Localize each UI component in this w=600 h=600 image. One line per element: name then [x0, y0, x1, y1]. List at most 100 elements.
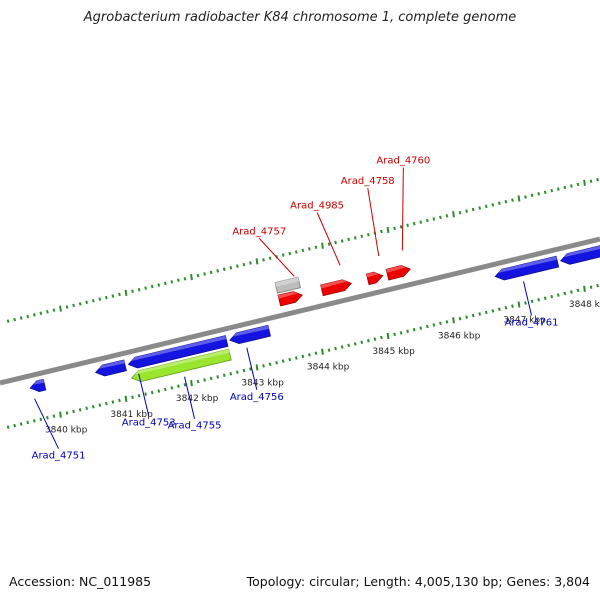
gene-arad-4756[interactable]	[229, 324, 271, 345]
minor-tick	[229, 371, 233, 376]
minor-tick	[85, 406, 89, 411]
minor-tick	[412, 327, 416, 332]
gene-label-text: Arad_4751	[32, 451, 86, 462]
minor-tick	[163, 387, 167, 392]
minor-tick	[491, 203, 495, 207]
major-tick	[321, 242, 324, 249]
leader-line	[138, 373, 150, 416]
minor-tick	[511, 198, 514, 202]
major-tick	[190, 274, 193, 281]
minor-tick	[131, 395, 134, 400]
minor-tick	[393, 226, 396, 231]
minor-tick	[118, 398, 121, 403]
minor-tick	[458, 316, 462, 321]
minor-tick	[144, 392, 148, 396]
scale-label-3842: 3842 kbp	[176, 394, 219, 404]
minor-tick	[229, 265, 233, 270]
minor-tick	[478, 206, 482, 210]
minor-tick	[556, 187, 560, 191]
minor-tick	[399, 225, 403, 229]
label-arad-4761[interactable]: Arad_4761	[505, 281, 559, 328]
minor-tick	[347, 343, 351, 348]
label-arad-4757[interactable]: Arad_4757	[232, 226, 295, 277]
minor-tick	[203, 378, 206, 382]
label-arad-4985[interactable]: Arad_4985	[290, 200, 344, 266]
minor-tick	[183, 382, 187, 387]
major-tick	[452, 211, 455, 218]
minor-tick	[39, 311, 43, 316]
gene-shine	[366, 272, 379, 278]
label-arad-4756[interactable]: Arad_4756	[230, 347, 284, 403]
major-tick	[59, 305, 62, 312]
gene-shine	[98, 360, 125, 369]
minor-tick	[373, 337, 377, 341]
gene-arad-4757[interactable]	[277, 291, 303, 307]
minor-tick	[131, 289, 134, 294]
minor-tick	[511, 304, 514, 308]
gene-shine	[131, 335, 227, 361]
minor-tick	[570, 290, 573, 294]
minor-tick	[288, 251, 292, 256]
minor-tick	[563, 185, 567, 190]
label-arad-4751[interactable]: Arad_4751	[32, 398, 86, 462]
gene-arad-4760[interactable]	[385, 265, 411, 281]
minor-tick	[19, 316, 23, 320]
major-tick	[321, 348, 324, 355]
gene-shine	[33, 379, 45, 385]
label-arad-4758[interactable]: Arad_4758	[341, 176, 395, 257]
minor-tick	[334, 240, 337, 245]
minor-tick	[249, 367, 252, 371]
minor-tick	[360, 234, 364, 239]
minor-tick	[380, 335, 383, 340]
label-arad-4753[interactable]: Arad_4753	[122, 373, 176, 429]
label-arad-4755[interactable]: Arad_4755	[168, 376, 222, 432]
gene-unlabeled-1[interactable]	[95, 359, 127, 377]
gene-label-text: Arad_4756	[230, 392, 284, 403]
gene-unlabeled-5-pseudo[interactable]	[274, 276, 301, 294]
major-tick	[386, 332, 390, 340]
gene-label-text: Arad_4753	[122, 418, 176, 429]
label-arad-4760[interactable]: Arad_4760	[376, 155, 430, 251]
minor-tick	[78, 302, 82, 306]
gene-arad-4758[interactable]	[365, 271, 384, 286]
gene-arad-4751[interactable]	[29, 378, 47, 393]
leader-line	[246, 347, 258, 390]
minor-tick	[425, 324, 429, 329]
gene-arad-4753[interactable]	[127, 335, 229, 369]
leader-line	[367, 188, 380, 257]
minor-tick	[439, 215, 442, 220]
gene-arad-4761[interactable]	[494, 255, 560, 281]
major-tick	[190, 380, 193, 387]
minor-tick	[177, 278, 180, 283]
major-tick	[517, 301, 521, 308]
minor-tick	[445, 214, 449, 218]
scale-label-3840: 3840 kbp	[45, 426, 88, 436]
minor-tick	[6, 319, 10, 323]
minor-tick	[26, 420, 30, 425]
minor-tick	[294, 250, 298, 254]
minor-tick	[570, 184, 573, 188]
minor-tick	[78, 408, 82, 412]
minor-tick	[222, 267, 226, 272]
gene-shine	[386, 265, 406, 273]
minor-tick	[596, 283, 599, 288]
minor-tick	[52, 414, 56, 418]
minor-tick	[288, 357, 292, 362]
gene-label-text: Arad_4761	[505, 317, 559, 328]
genome-summary: Topology: circular; Length: 4,005,130 bp…	[246, 574, 590, 589]
minor-tick	[91, 298, 95, 303]
minor-tick	[235, 370, 239, 374]
gene-arad-4985[interactable]	[320, 279, 352, 297]
minor-tick	[209, 270, 213, 275]
gene-shine	[278, 291, 298, 299]
minor-tick	[242, 262, 246, 267]
upper-tick-track	[6, 177, 599, 323]
minor-tick	[72, 303, 75, 308]
minor-tick	[301, 248, 305, 253]
minor-tick	[6, 425, 10, 429]
leader-line	[258, 238, 295, 277]
gene-unlabeled-11[interactable]	[560, 240, 600, 265]
minor-tick	[497, 307, 501, 312]
gene-arad-4755-highlight[interactable]	[131, 348, 232, 383]
minor-tick	[491, 309, 495, 313]
